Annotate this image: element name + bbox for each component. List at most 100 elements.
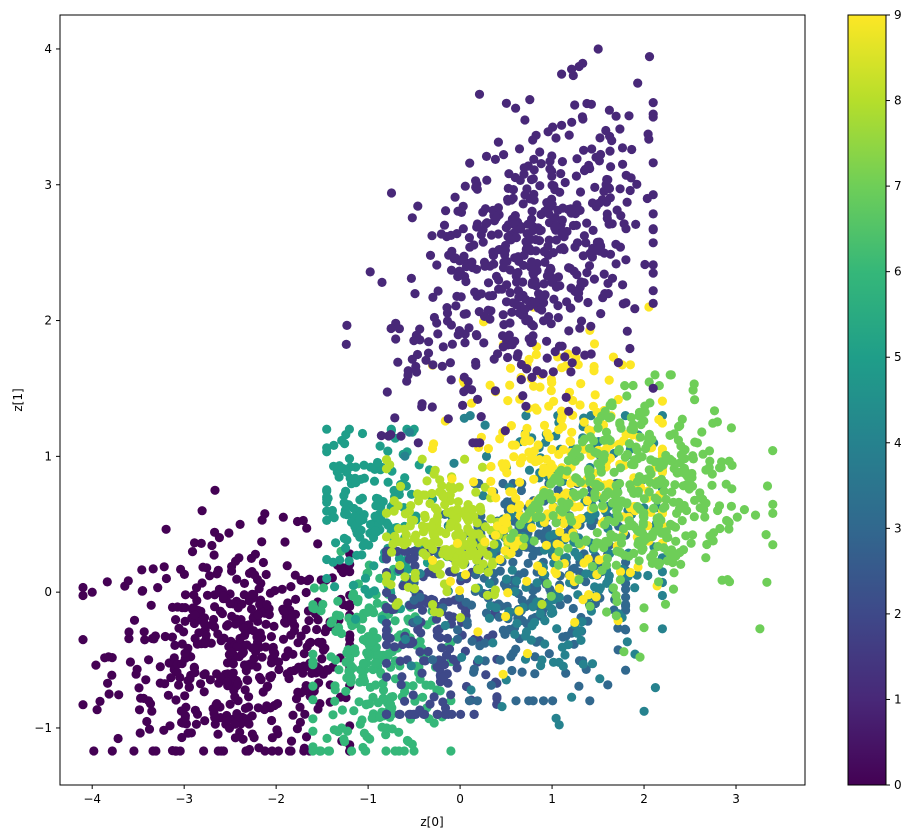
data-point — [510, 211, 520, 221]
data-point — [381, 658, 392, 669]
data-point — [554, 720, 564, 730]
data-point — [289, 625, 300, 636]
data-point — [381, 508, 392, 518]
data-point — [555, 505, 565, 515]
data-point — [261, 642, 271, 652]
data-point — [400, 509, 410, 519]
data-point — [376, 515, 386, 525]
data-point — [586, 321, 596, 331]
data-point — [560, 650, 570, 660]
data-point — [381, 618, 392, 628]
data-point — [594, 156, 605, 166]
data-point — [260, 509, 270, 519]
data-point — [429, 692, 439, 702]
data-point — [590, 390, 600, 400]
data-point — [561, 392, 571, 402]
data-point — [599, 454, 609, 464]
data-point — [544, 401, 554, 411]
data-point — [545, 531, 555, 541]
data-point — [474, 89, 485, 99]
data-point — [535, 147, 545, 157]
colorbar-ticks: 0 1 2 3 4 5 6 7 8 9 — [886, 8, 902, 792]
data-point — [528, 321, 539, 331]
data-point — [301, 587, 311, 598]
data-point — [335, 611, 345, 621]
data-point — [603, 289, 613, 299]
data-point — [732, 512, 742, 522]
data-point — [639, 623, 649, 633]
data-point — [640, 259, 650, 270]
data-point — [453, 625, 463, 635]
data-point — [522, 229, 532, 239]
data-point — [560, 177, 570, 188]
data-point — [469, 709, 479, 720]
data-point — [514, 144, 525, 154]
data-point — [633, 78, 643, 88]
data-point — [210, 713, 220, 723]
data-point — [528, 696, 538, 706]
x-tick-label: 0 — [456, 792, 464, 806]
data-point — [576, 513, 586, 524]
data-point — [384, 431, 394, 441]
y-tick-label: −1 — [34, 721, 52, 735]
data-point — [258, 557, 268, 568]
data-point — [551, 133, 561, 143]
data-point — [480, 204, 491, 214]
data-point — [519, 568, 529, 578]
data-point — [394, 746, 404, 756]
data-point — [432, 631, 443, 641]
data-point — [446, 375, 456, 385]
data-point — [464, 696, 474, 706]
data-point — [369, 561, 379, 571]
data-point — [391, 334, 401, 344]
data-point — [433, 329, 443, 339]
data-point — [604, 413, 614, 423]
data-point — [557, 642, 568, 652]
data-point — [104, 689, 114, 699]
data-point — [308, 726, 318, 736]
data-point — [648, 286, 658, 296]
data-point — [161, 524, 171, 534]
data-point — [449, 254, 459, 264]
data-point — [625, 360, 636, 370]
data-point — [144, 696, 154, 706]
data-point — [590, 488, 600, 498]
data-point — [634, 536, 644, 547]
data-point — [648, 298, 658, 308]
data-point — [493, 137, 503, 147]
data-point — [527, 214, 537, 224]
data-point — [339, 498, 349, 508]
data-point — [415, 592, 425, 602]
data-point — [574, 681, 584, 691]
data-point — [230, 719, 240, 729]
data-point — [613, 623, 623, 633]
data-point — [418, 692, 428, 702]
data-point — [288, 710, 298, 720]
data-point — [399, 546, 410, 557]
data-point — [230, 619, 240, 629]
data-point — [579, 231, 590, 241]
data-point — [330, 685, 340, 695]
data-point — [633, 486, 644, 496]
data-point — [548, 510, 558, 521]
data-point — [569, 447, 580, 457]
data-point — [768, 508, 778, 518]
data-point — [437, 361, 447, 371]
data-point — [377, 277, 387, 287]
data-point — [716, 462, 726, 473]
data-point — [671, 551, 681, 561]
data-point — [460, 454, 470, 464]
data-point — [554, 425, 564, 435]
data-point — [569, 563, 579, 573]
data-point — [361, 700, 371, 710]
data-point — [527, 621, 537, 631]
data-point — [249, 643, 259, 653]
data-point — [613, 358, 624, 368]
data-point — [467, 504, 477, 514]
data-point — [298, 668, 308, 678]
data-point — [461, 276, 471, 287]
data-point — [632, 179, 642, 189]
data-point — [317, 654, 327, 664]
data-point — [615, 124, 625, 134]
data-point — [403, 564, 413, 575]
